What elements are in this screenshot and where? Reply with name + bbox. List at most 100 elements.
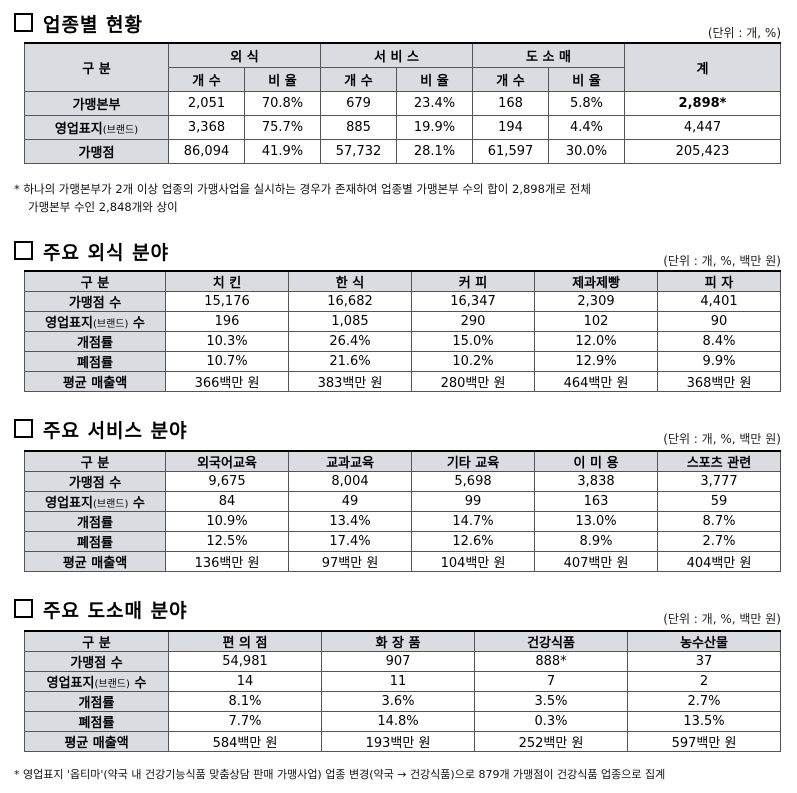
cell: 2.7% (657, 531, 781, 552)
section-title-service: 주요 서비스 분야 (14, 416, 188, 443)
retail-table: 구 분 편 의 점 화 장 품 건강식품 농수산물 가맹점 수 54,981 907… (24, 630, 781, 752)
row-label: 개점률 (24, 691, 169, 712)
cell: 136백만 원 (165, 551, 289, 572)
cell: 84 (165, 491, 289, 512)
cell: 196 (165, 311, 289, 332)
cell: 5.8% (548, 90, 626, 116)
cell: 30.0% (548, 138, 626, 164)
unit-label: (단위 : 개, %, 백만 원) (663, 254, 781, 268)
table-row: 폐점률 7.7% 14.8% 0.3% 13.5% (24, 711, 781, 732)
checkbox-square-icon (14, 13, 33, 32)
table-row: 평균 매출액 136백만 원 97백만 원 104백만 원 407백만 원 404백만 원 (24, 551, 781, 572)
cell: 15.0% (411, 331, 535, 352)
total-cell: 4,447 (624, 114, 782, 140)
row-label: 개점률 (24, 511, 166, 532)
cell: 2.7% (627, 691, 781, 712)
cell: 8,004 (288, 471, 412, 492)
section-title-text: 주요 도소매 분야 (43, 600, 188, 622)
section-title-text: 업종별 현황 (43, 14, 144, 36)
cell: 10.3% (165, 331, 289, 352)
cell: 104백만 원 (411, 551, 535, 572)
cell: 194 (472, 114, 550, 140)
row-label: 개점률 (24, 331, 166, 352)
table-row: 가맹점 수 54,981 907 888* 37 (24, 651, 781, 672)
header-cosmetics: 화 장 품 (321, 630, 475, 652)
header-sports: 스포츠 관련 (657, 450, 781, 472)
subheader-ratio: 비 율 (243, 66, 322, 92)
cell: 3,777 (657, 471, 781, 492)
row-label: 영업표지(브랜드) 수 (24, 491, 166, 512)
section-title-food: 주요 외식 분야 (14, 238, 169, 265)
cell: 12.5% (165, 531, 289, 552)
table-row: 영업표지(브랜드) 수 196 1,085 290 102 90 (24, 311, 781, 332)
header-bakery: 제과제빵 (534, 270, 658, 292)
cell: 7.7% (168, 711, 322, 732)
row-label: 폐점률 (24, 531, 166, 552)
cell: 2,051 (168, 90, 245, 116)
header-beauty: 이 미 용 (534, 450, 658, 472)
cell: 28.1% (396, 138, 474, 164)
header-service: 서 비 스 (320, 42, 474, 68)
section-title-industry: 업종별 현황 (14, 10, 143, 37)
checkbox-square-icon (14, 599, 33, 618)
row-label: 평균 매출액 (24, 731, 169, 752)
cell: 888* (474, 651, 628, 672)
cell: 584백만 원 (168, 731, 322, 752)
cell: 407백만 원 (534, 551, 658, 572)
cell: 383백만 원 (288, 371, 412, 392)
table-row: 영업표지(브랜드) 수 14 11 7 2 (24, 671, 781, 692)
cell: 21.6% (288, 351, 412, 372)
unit-label: (단위 : 개, %, 백만 원) (663, 612, 781, 626)
cell: 26.4% (288, 331, 412, 352)
cell: 1,085 (288, 311, 412, 332)
header-coffee: 커 피 (411, 270, 535, 292)
table-row: 가맹본부 2,051 70.8% 679 23.4% 168 5.8% 2,89… (24, 90, 782, 116)
header-convenience: 편 의 점 (168, 630, 322, 652)
food-table: 구 분 치 킨 한 식 커 피 제과제빵 피 자 가맹점 수 15,176 16,6… (24, 270, 781, 392)
total-cell: 205,423 (624, 138, 782, 164)
table-row: 개점률 10.9% 13.4% 14.7% 13.0% 8.7% (24, 511, 781, 532)
total-cell: 2,898* (624, 90, 782, 116)
cell: 3,368 (168, 114, 245, 140)
cell: 168 (472, 90, 550, 116)
row-label: 영업표지(브랜드) (24, 114, 169, 140)
cell: 0.3% (474, 711, 628, 732)
subheader-ratio: 비 율 (396, 66, 474, 92)
cell: 102 (534, 311, 658, 332)
header-category: 구 분 (24, 42, 169, 92)
cell: 252백만 원 (474, 731, 628, 752)
cell: 54,981 (168, 651, 322, 672)
cell: 57,732 (320, 138, 398, 164)
cell: 70.8% (243, 90, 322, 116)
header-food: 외 식 (167, 42, 322, 68)
cell: 8.4% (657, 331, 781, 352)
header-other-edu: 기타 교육 (411, 450, 535, 472)
cell: 16,682 (288, 291, 412, 312)
header-category: 구 분 (24, 270, 166, 292)
cell: 99 (411, 491, 535, 512)
cell: 90 (657, 311, 781, 332)
cell: 2 (627, 671, 781, 692)
cell: 163 (534, 491, 658, 512)
cell: 8.7% (657, 511, 781, 532)
subheader-ratio: 비 율 (548, 66, 626, 92)
table-row: 영업표지(브랜드) 수 84 49 99 163 59 (24, 491, 781, 512)
cell: 11 (321, 671, 475, 692)
cell: 2,309 (534, 291, 658, 312)
cell: 597백만 원 (627, 731, 781, 752)
cell: 8.9% (534, 531, 658, 552)
cell: 12.0% (534, 331, 658, 352)
cell: 49 (288, 491, 412, 512)
table-row: 폐점률 10.7% 21.6% 10.2% 12.9% 9.9% (24, 351, 781, 372)
cell: 19.9% (396, 114, 474, 140)
cell: 7 (474, 671, 628, 692)
table-row: 개점률 8.1% 3.6% 3.5% 2.7% (24, 691, 781, 712)
cell: 5,698 (411, 471, 535, 492)
row-label: 폐점률 (24, 351, 166, 372)
cell: 10.7% (165, 351, 289, 372)
row-label: 평균 매출액 (24, 371, 166, 392)
footnote-retail: * 영업표지 '옵티마'(약국 내 건강기능식품 맞춤상담 판매 가맹사업) 업… (14, 768, 666, 781)
header-agri-marine: 농수산물 (627, 630, 781, 652)
unit-label: (단위 : 개, %) (707, 26, 781, 40)
